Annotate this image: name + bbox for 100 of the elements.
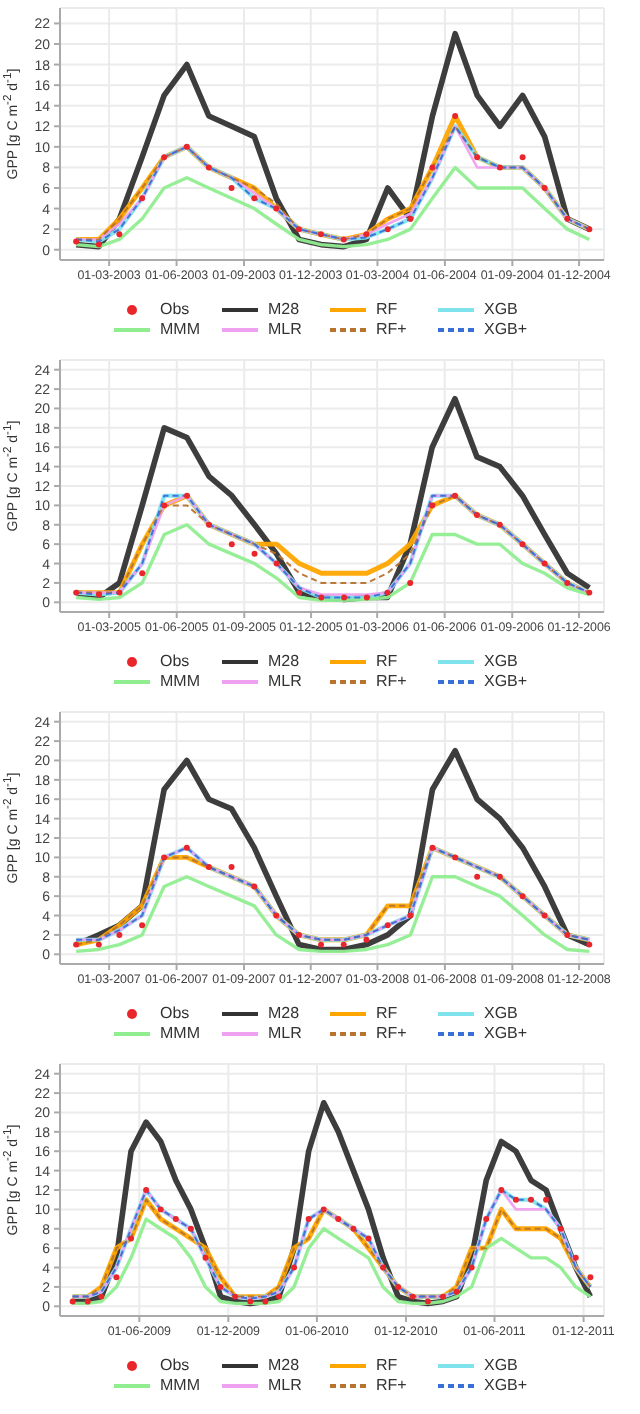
point xyxy=(172,1216,179,1223)
point xyxy=(296,589,303,596)
point xyxy=(217,1283,224,1290)
point xyxy=(557,1225,564,1232)
point xyxy=(139,922,146,929)
point xyxy=(139,570,146,577)
point xyxy=(439,1293,446,1300)
legend-label: XGB+ xyxy=(484,1376,528,1394)
legend-label: M28 xyxy=(268,652,302,670)
point xyxy=(453,1288,460,1295)
point xyxy=(452,854,459,861)
legend-label: MMM xyxy=(160,1376,202,1394)
legend-label: M28 xyxy=(268,300,302,318)
point xyxy=(564,215,571,222)
point xyxy=(429,502,436,509)
point xyxy=(273,560,280,567)
point xyxy=(296,931,302,938)
point xyxy=(429,164,436,171)
point xyxy=(541,560,548,567)
line-series xyxy=(70,1217,593,1306)
point xyxy=(395,1283,402,1290)
point xyxy=(69,1298,76,1305)
point xyxy=(228,541,235,548)
point xyxy=(116,589,123,596)
point xyxy=(116,931,123,938)
point xyxy=(541,912,548,919)
point xyxy=(541,185,548,191)
point xyxy=(84,1298,91,1305)
legend-label: MMM xyxy=(160,1024,202,1042)
point xyxy=(95,941,102,948)
point xyxy=(363,231,370,238)
point xyxy=(262,1298,269,1305)
point xyxy=(474,512,480,519)
point xyxy=(384,922,391,929)
legend-label: XGB xyxy=(484,652,520,670)
point xyxy=(335,1216,342,1223)
legend-label: XGB xyxy=(484,300,520,318)
legend-label: RF+ xyxy=(376,1376,409,1394)
legend-label: XGB+ xyxy=(484,1024,528,1042)
point xyxy=(251,883,258,890)
line-series xyxy=(74,875,592,954)
point xyxy=(586,226,593,233)
point xyxy=(340,941,347,948)
point xyxy=(452,113,459,119)
line-series xyxy=(74,523,591,603)
legend-label: MLR xyxy=(268,320,304,338)
point xyxy=(73,238,80,245)
point xyxy=(251,550,258,557)
point xyxy=(95,591,102,598)
point xyxy=(247,1298,254,1305)
point xyxy=(474,873,481,880)
point xyxy=(318,231,324,238)
point xyxy=(157,1206,164,1213)
point xyxy=(273,205,280,212)
point xyxy=(183,143,190,150)
point xyxy=(586,941,593,948)
point xyxy=(228,185,235,191)
point xyxy=(543,1196,550,1203)
legend-label: MMM xyxy=(160,672,202,690)
point xyxy=(187,1225,194,1232)
point xyxy=(206,521,213,528)
point xyxy=(273,912,280,919)
point xyxy=(251,195,258,202)
legend-label: MLR xyxy=(268,672,304,690)
point xyxy=(291,1264,298,1271)
point xyxy=(139,195,146,202)
point xyxy=(205,164,212,171)
legend-label: Obs xyxy=(160,1356,192,1374)
point xyxy=(363,936,370,943)
point xyxy=(429,844,436,851)
legend-label: RF xyxy=(376,652,400,670)
point xyxy=(116,231,123,238)
point xyxy=(73,589,80,596)
legend-label: RF+ xyxy=(376,320,409,338)
point xyxy=(496,164,503,171)
point xyxy=(113,1274,120,1281)
legend-label: XGB xyxy=(484,1356,520,1374)
point xyxy=(572,1254,579,1261)
point xyxy=(587,1274,594,1281)
point xyxy=(320,1206,327,1213)
point xyxy=(451,492,458,499)
legend-label: RF xyxy=(376,1356,400,1374)
legend-label: MMM xyxy=(160,320,202,338)
point xyxy=(318,594,325,601)
legend-label: Obs xyxy=(160,652,192,670)
legend-label: RF+ xyxy=(376,672,409,690)
point xyxy=(296,226,302,233)
point xyxy=(73,941,80,948)
legend-label: RF xyxy=(376,1004,400,1022)
point xyxy=(275,1293,282,1300)
point xyxy=(407,912,414,919)
point xyxy=(143,1187,150,1193)
legend-label: XGB+ xyxy=(484,672,528,690)
point xyxy=(161,854,168,861)
point xyxy=(341,594,348,601)
point xyxy=(202,1254,209,1261)
point xyxy=(183,844,190,851)
point xyxy=(586,589,593,596)
legend-label: MLR xyxy=(268,1024,304,1042)
point xyxy=(161,502,168,509)
